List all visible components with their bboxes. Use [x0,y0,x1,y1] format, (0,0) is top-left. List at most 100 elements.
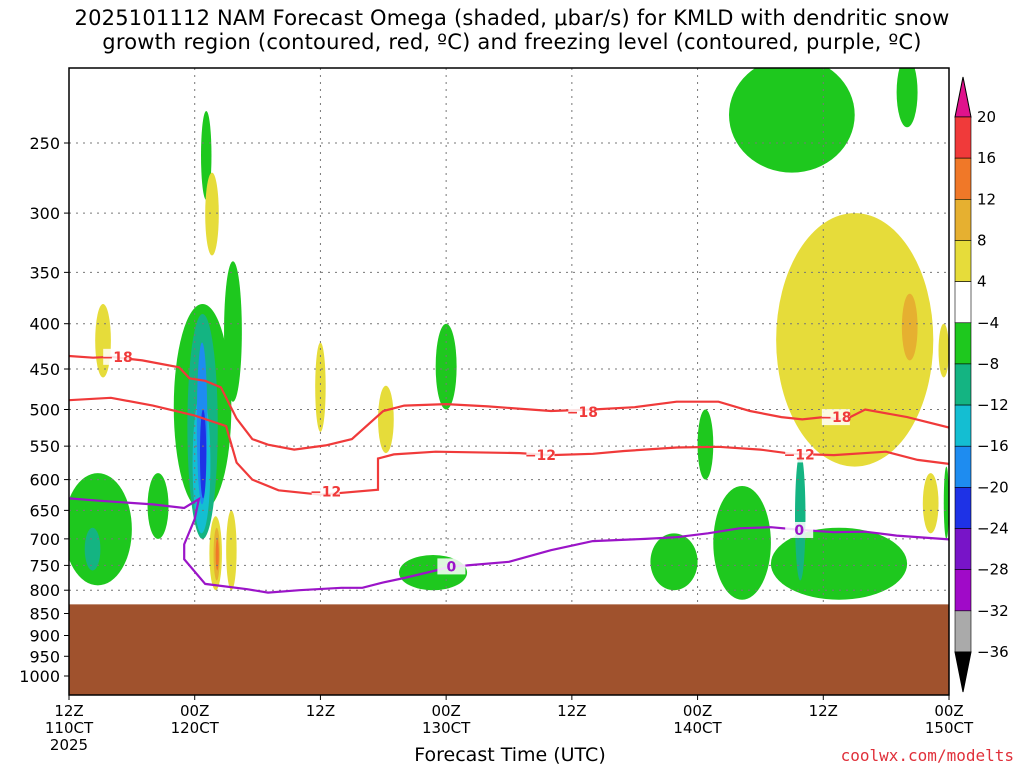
omega-region-27 [901,293,918,361]
colorbar-segment-3 [954,240,972,282]
contour-label-bg [821,409,850,426]
omega-region-22 [713,485,771,600]
omega-region-7 [199,409,207,499]
omega-region-13 [84,527,101,571]
title-line-2: growth region (contoured, red, ºC) and f… [102,30,922,54]
x-tick-label-0-1: 110CT [45,719,94,737]
contour-label-1-0: −12 [310,485,341,501]
x-tick-label-84-1: 150CT [925,719,974,737]
contour-label-bg [437,558,466,575]
contour-label-bg [103,348,132,365]
contour-label-bg [785,521,814,538]
omega-region-24 [795,453,806,581]
omega-region-15 [95,303,111,378]
omega-region-16 [315,342,326,432]
x-tick-label-0-0: 12Z [54,702,83,720]
colorbar-label-7: −12 [977,396,1009,414]
y-tick-label-550: 550 [29,437,60,456]
contour-label-2-1: 0 [794,523,804,539]
contour-label-bg [568,403,597,420]
colorbar-label-8: −16 [977,437,1009,455]
y-tick-label-600: 600 [29,471,60,490]
colorbar-top-arrow [954,76,972,118]
contour-label-bg [785,446,814,463]
x-tick-label-36-0: 00Z [431,702,460,720]
omega-region-20 [650,533,698,591]
contour-label-bg [526,447,555,464]
colorbar-label-2: 12 [977,190,996,208]
colorbar-segment-12 [954,610,972,653]
y-tick-label-400: 400 [29,315,60,334]
y-tick-label-850: 850 [29,605,60,624]
colorbar-label-1: 16 [977,149,996,167]
y-tick-label-750: 750 [29,556,60,575]
terrain-layer [69,604,949,695]
contour-label-0-0: −18 [102,350,133,366]
colorbar-label-10: −24 [977,520,1009,538]
omega-region-29 [938,323,949,378]
omega-shading [69,68,949,600]
contour-line-2 [69,496,949,594]
y-tick-label-900: 900 [29,626,60,645]
omega-region-18 [435,323,457,410]
x-tick-label-60-1: 140CT [673,719,722,737]
contour-label-0-1: −18 [567,405,598,421]
y-tick-label-250: 250 [29,134,60,153]
colorbar-label-0: 20 [977,108,996,126]
colorbar-segment-2 [954,199,972,241]
contour-label-2-0: 0 [447,559,457,575]
colorbar-label-9: −20 [977,478,1009,496]
colorbar-segment-8 [954,445,972,488]
x-tick-label-84-0: 00Z [934,702,963,720]
x-axis-title: Forecast Time (UTC) [414,744,606,766]
y-tick-label-950: 950 [29,647,60,666]
contour-label-bg [311,483,340,500]
colorbar-segment-6 [954,363,972,406]
omega-region-21 [697,409,714,480]
x-tick-label-12-1: 120CT [171,719,220,737]
y-tick-label-300: 300 [29,204,60,223]
omega-region-10 [215,538,219,571]
colorbar-bottom-arrow [954,651,972,693]
colorbar-segment-4 [954,281,972,324]
colorbar-label-4: 4 [977,273,987,291]
y-tick-label-500: 500 [29,401,60,420]
colorbar-label-6: −8 [977,355,999,373]
contour-label-1-2: −12 [784,447,815,463]
y-tick-label-650: 650 [29,501,60,520]
x-tick-label-0-2: 2025 [50,736,88,754]
y-tick-label-800: 800 [29,581,60,600]
colorbar-segment-10 [954,528,972,570]
omega-region-17 [378,385,394,454]
colorbar: 20 16 12 8 4 −4 −8 −12 −16 −20 −24 −28 −32 −36 [954,76,1009,693]
contours-layer: −18 −18 −18 −12 −12 −12 0 0 [69,348,949,594]
y-tick-label-1000: 1000 [19,667,60,686]
x-tick-label-24-0: 12Z [306,702,335,720]
contour-label-0-2: −18 [820,410,851,426]
y-tick-label-350: 350 [29,263,60,282]
omega-region-28 [922,473,939,534]
colorbar-label-11: −28 [977,561,1009,579]
colorbar-label-12: −32 [977,602,1009,620]
credit-link[interactable]: coolwx.com/modelts [840,746,1014,765]
omega-region-26 [776,213,934,467]
colorbar-label-5: −4 [977,314,999,332]
contour-label-1-1: −12 [525,448,556,464]
y-axis: 250 300 350 400 450 500 550 600 650 700 750 800 850 9… [19,134,69,686]
colorbar-label-13: −36 [977,643,1009,661]
y-tick-label-450: 450 [29,360,60,379]
omega-region-30 [943,466,949,539]
colorbar-segment-11 [954,569,972,612]
x-tick-label-12-0: 00Z [180,702,209,720]
omega-region-23 [770,527,908,600]
omega-region-12 [69,473,132,586]
x-tick-label-36-1: 130CT [422,719,471,737]
colorbar-segment-5 [954,322,972,365]
x-tick-label-72-0: 12Z [809,702,838,720]
omega-region-25 [729,68,855,173]
title-line-1: 2025101112 NAM Forecast Omega (shaded, μ… [74,6,950,30]
omega-region-1 [205,172,219,256]
colorbar-segment-1 [954,157,972,200]
